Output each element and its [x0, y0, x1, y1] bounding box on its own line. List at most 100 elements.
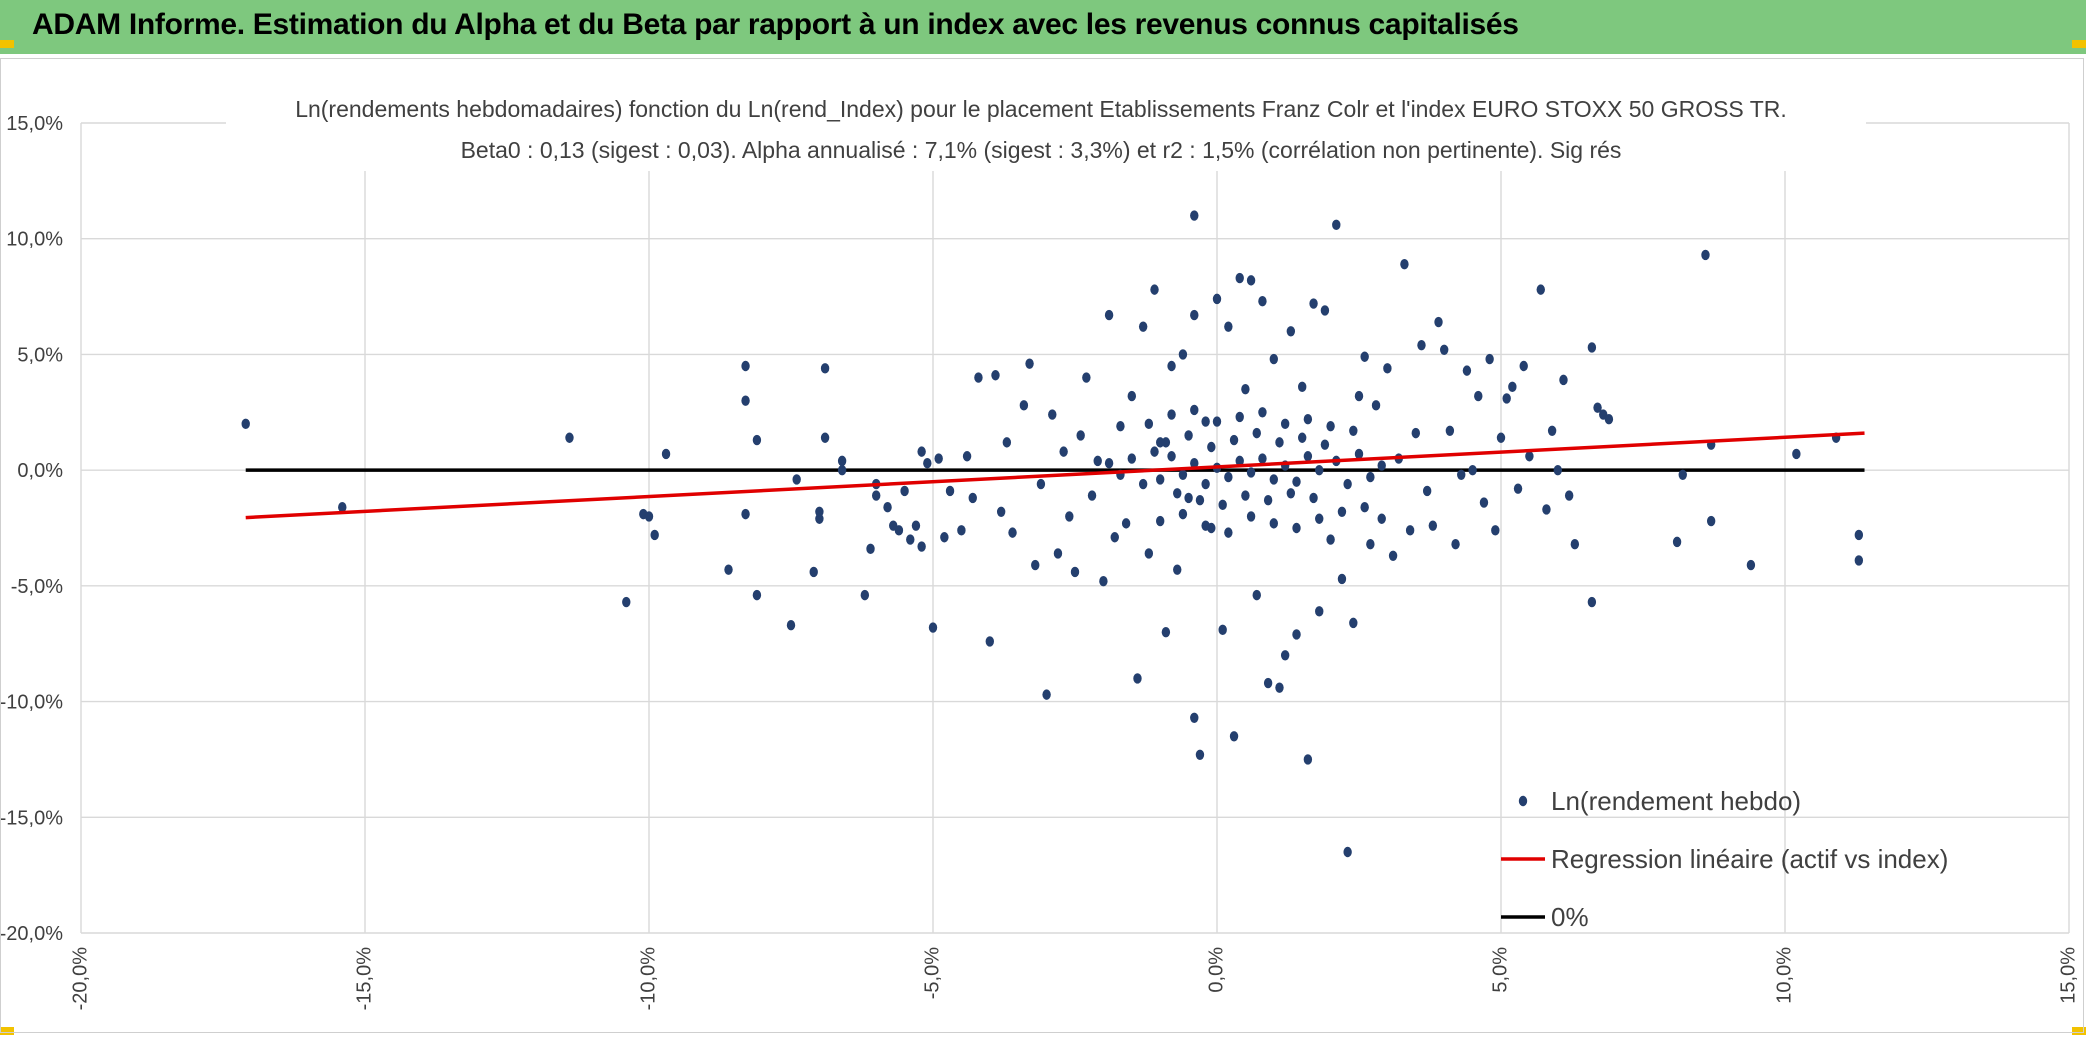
legend-label-regression: Regression linéaire (actif vs index)	[1551, 844, 1948, 874]
data-point	[1224, 527, 1233, 538]
data-point	[1485, 353, 1494, 365]
data-point	[1457, 469, 1466, 480]
header-bar: ADAM Informe. Estimation du Alpha et du …	[0, 0, 2086, 58]
data-point	[1303, 754, 1313, 765]
legend: Ln(rendement hebdo) Regression linéaire (…	[1501, 786, 1948, 932]
data-point	[1292, 476, 1301, 487]
data-point	[1258, 296, 1267, 307]
data-point	[1792, 448, 1801, 460]
chart-titles: Ln(rendements hebdomadaires) fonction du…	[226, 87, 1866, 171]
data-point	[1156, 515, 1165, 527]
data-point	[1173, 488, 1182, 499]
data-point	[820, 363, 830, 374]
data-point	[1354, 390, 1364, 402]
data-point	[1178, 508, 1188, 520]
data-point	[1519, 360, 1528, 372]
data-point	[1252, 589, 1261, 601]
data-point	[1224, 471, 1233, 483]
data-point	[1093, 455, 1102, 467]
data-point	[1343, 478, 1352, 490]
data-point	[1332, 219, 1341, 231]
data-point	[1161, 626, 1171, 638]
data-point	[872, 490, 881, 501]
y-tick-label: 0,0%	[17, 460, 63, 482]
corner-marker-top-right	[2072, 40, 2086, 48]
data-point	[1195, 749, 1205, 760]
y-tick-label: -5,0%	[11, 576, 63, 598]
data-point	[809, 566, 818, 578]
data-point	[1422, 485, 1432, 497]
data-point	[1082, 372, 1091, 383]
data-point	[565, 432, 574, 443]
data-point	[1127, 390, 1137, 402]
data-point	[1212, 416, 1222, 427]
data-point	[1263, 677, 1273, 689]
data-point	[1190, 309, 1199, 321]
data-point	[1025, 358, 1034, 369]
data-point	[1263, 495, 1273, 506]
data-point	[917, 541, 926, 552]
data-point	[1388, 550, 1398, 561]
data-point	[1104, 458, 1114, 469]
data-point	[1036, 478, 1046, 490]
data-point	[815, 506, 824, 517]
data-point	[1411, 427, 1421, 439]
data-point	[1440, 344, 1449, 355]
data-point	[661, 448, 671, 460]
data-point	[883, 501, 892, 513]
data-point	[934, 453, 943, 464]
x-tick-label: -15,0%	[353, 947, 375, 1011]
data-point	[1167, 360, 1176, 372]
data-point	[1525, 451, 1534, 462]
data-point	[1360, 351, 1369, 362]
data-point	[957, 525, 966, 536]
data-point	[1121, 518, 1131, 529]
data-point	[1303, 451, 1313, 462]
data-point	[1218, 499, 1227, 511]
x-tick-label: -5,0%	[921, 947, 943, 999]
data-point	[1144, 418, 1154, 430]
data-point	[1445, 425, 1455, 436]
data-point	[1451, 539, 1460, 550]
data-point	[1349, 617, 1358, 629]
data-point	[968, 492, 977, 504]
data-point	[1383, 363, 1392, 374]
y-tick-label: 10,0%	[6, 229, 63, 251]
data-point	[1309, 492, 1318, 504]
data-point	[741, 360, 750, 372]
data-point	[1190, 458, 1199, 469]
data-point	[1116, 420, 1125, 432]
data-point	[1292, 629, 1301, 640]
data-point	[1377, 460, 1386, 471]
data-point	[1241, 383, 1250, 395]
y-tick-label: 5,0%	[17, 344, 63, 366]
data-point	[985, 636, 994, 647]
data-point	[338, 501, 347, 513]
data-point	[1280, 650, 1290, 661]
data-point	[1587, 342, 1597, 353]
title-backdrop	[226, 87, 1866, 171]
data-point	[1502, 393, 1511, 404]
chart-frame: -20,0% -15,0% -10,0% -5,0% 0,0% 5,0% 10,0% 15,0…	[0, 58, 2084, 1033]
data-point	[1065, 511, 1074, 522]
data-point	[1349, 425, 1358, 436]
data-point	[1337, 506, 1347, 517]
data-point	[1173, 564, 1182, 575]
data-point	[741, 395, 750, 406]
data-point	[911, 520, 921, 531]
data-point	[1315, 513, 1324, 524]
data-point	[928, 622, 938, 633]
chart-title: Ln(rendements hebdomadaires) fonction du…	[295, 96, 1787, 122]
data-point	[1059, 446, 1068, 457]
data-point	[1133, 673, 1142, 684]
data-point	[1144, 548, 1154, 559]
data-point	[1292, 522, 1301, 534]
data-point	[1002, 437, 1012, 448]
data-point	[1366, 539, 1375, 550]
data-point	[1593, 402, 1602, 413]
data-point	[1326, 420, 1335, 432]
axis-labels: -20,0% -15,0% -10,0% -5,0% 0,0% 5,0% 10,0% 15,0…	[0, 113, 2079, 1011]
data-point	[1178, 349, 1188, 360]
x-tick-label: 0,0%	[1205, 947, 1227, 993]
data-point	[1286, 326, 1296, 337]
